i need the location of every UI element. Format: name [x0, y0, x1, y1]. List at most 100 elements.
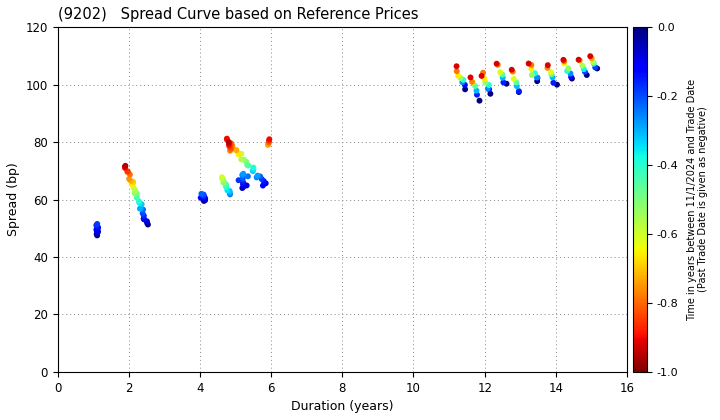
- Point: [225, 191, 236, 198]
- Point: [480, 79, 491, 86]
- Point: [225, 145, 237, 152]
- Point: [237, 185, 248, 192]
- Point: [238, 179, 249, 186]
- Point: [552, 81, 563, 88]
- Point: [529, 70, 541, 77]
- Point: [224, 143, 235, 150]
- Point: [526, 62, 537, 68]
- Point: [248, 166, 259, 173]
- Point: [252, 172, 264, 179]
- Point: [224, 189, 235, 196]
- Point: [574, 57, 585, 64]
- Point: [124, 171, 135, 178]
- Point: [240, 158, 252, 165]
- Point: [559, 58, 570, 65]
- Point: [127, 181, 139, 188]
- Point: [223, 139, 235, 145]
- Point: [262, 142, 274, 148]
- Point: [126, 181, 138, 188]
- Point: [233, 151, 244, 158]
- Point: [585, 53, 596, 60]
- Point: [251, 174, 262, 181]
- Point: [91, 223, 103, 230]
- Point: [500, 80, 512, 87]
- Point: [220, 184, 232, 191]
- Point: [523, 60, 534, 67]
- Point: [142, 221, 153, 228]
- Point: [526, 66, 537, 72]
- Y-axis label: Spread (bp): Spread (bp): [7, 163, 20, 236]
- Point: [562, 65, 574, 72]
- Point: [557, 57, 569, 63]
- Point: [531, 74, 543, 81]
- Point: [467, 79, 479, 86]
- Point: [222, 187, 233, 194]
- Point: [590, 64, 601, 71]
- Point: [459, 86, 471, 93]
- Point: [471, 91, 482, 98]
- Point: [263, 140, 274, 147]
- Point: [138, 215, 149, 222]
- Point: [241, 162, 253, 168]
- Point: [238, 181, 249, 187]
- Point: [195, 194, 207, 201]
- Point: [254, 173, 266, 180]
- Point: [134, 200, 145, 206]
- Point: [198, 197, 210, 204]
- Point: [224, 188, 235, 194]
- Point: [581, 72, 593, 79]
- Point: [256, 176, 267, 182]
- Point: [217, 175, 228, 182]
- Point: [131, 190, 143, 197]
- Point: [91, 220, 103, 227]
- Point: [526, 72, 538, 79]
- Point: [531, 78, 543, 84]
- Point: [247, 168, 258, 174]
- Point: [233, 150, 244, 157]
- Point: [136, 201, 148, 207]
- Point: [531, 74, 543, 81]
- Point: [476, 73, 487, 79]
- Y-axis label: Time in years between 11/1/2024 and Trade Date
(Past Trade Date is given as nega: Time in years between 11/1/2024 and Trad…: [687, 79, 708, 320]
- Point: [122, 168, 133, 175]
- Point: [264, 139, 275, 145]
- Point: [91, 227, 102, 234]
- Point: [457, 76, 469, 83]
- Point: [225, 141, 237, 147]
- Point: [566, 75, 577, 82]
- Point: [452, 72, 464, 79]
- Point: [548, 79, 559, 86]
- Point: [469, 83, 481, 89]
- Point: [220, 182, 232, 189]
- Point: [260, 180, 271, 186]
- Point: [133, 198, 145, 205]
- Point: [217, 177, 229, 184]
- Point: [230, 147, 241, 153]
- Point: [541, 65, 553, 71]
- Point: [221, 136, 233, 143]
- Point: [197, 192, 209, 199]
- Point: [456, 79, 468, 86]
- Point: [467, 79, 478, 85]
- Point: [513, 88, 525, 94]
- Point: [198, 191, 210, 198]
- Point: [92, 228, 104, 235]
- Point: [127, 184, 139, 191]
- Point: [257, 182, 269, 189]
- Point: [564, 70, 576, 77]
- Point: [483, 81, 495, 88]
- Point: [92, 224, 104, 231]
- Point: [455, 75, 467, 81]
- Point: [588, 59, 599, 66]
- Point: [248, 164, 259, 171]
- Point: [225, 147, 236, 154]
- Point: [451, 63, 462, 70]
- Point: [122, 168, 133, 175]
- Point: [577, 62, 588, 69]
- Point: [471, 87, 482, 94]
- Point: [510, 79, 522, 86]
- Point: [508, 76, 520, 82]
- Point: [545, 69, 557, 76]
- Point: [237, 174, 248, 181]
- Point: [459, 81, 471, 88]
